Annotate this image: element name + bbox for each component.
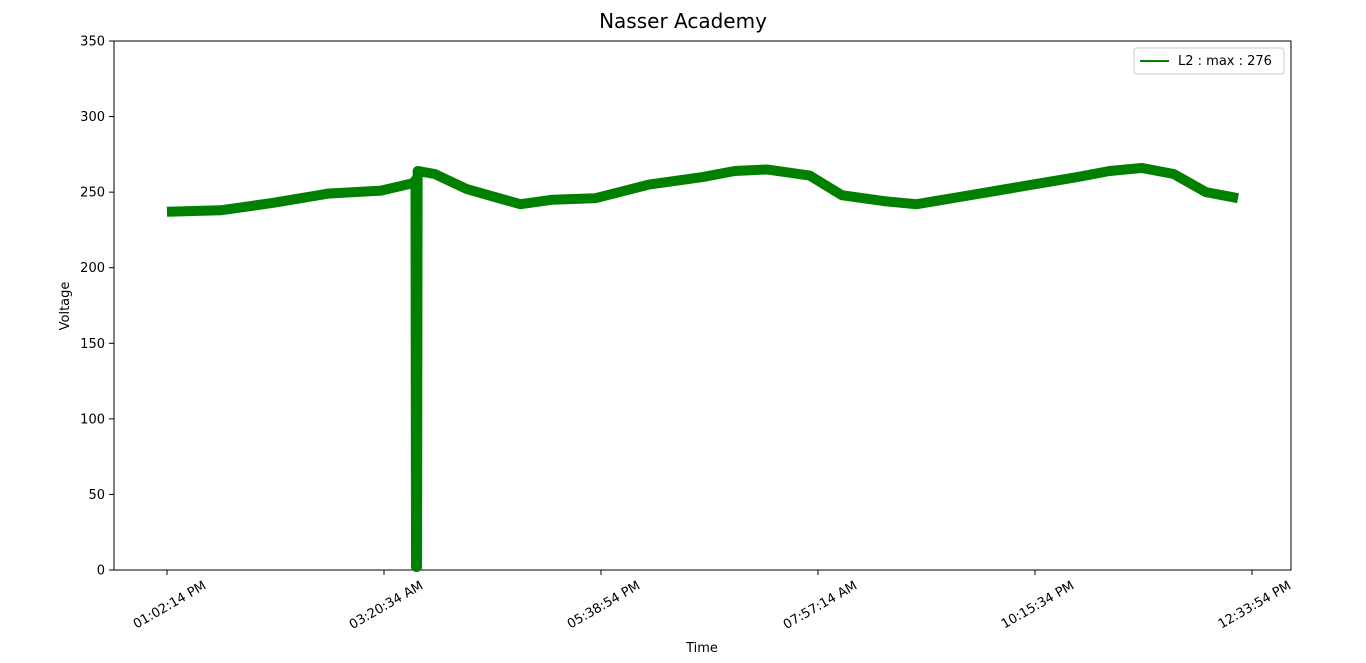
legend: L2 : max : 276 (1133, 47, 1285, 75)
y-tick-label: 350 (80, 35, 105, 50)
y-tick-label: 150 (80, 337, 105, 352)
x-tick-label: 05:38:54 PM (565, 578, 643, 632)
y-tick-label: 300 (80, 110, 105, 125)
y-axis: 0 50 100 150 200 250 300 350 (80, 35, 114, 579)
y-tick-label: 250 (80, 186, 105, 201)
plot-area (113, 40, 1292, 572)
plot-frame (113, 40, 1292, 571)
series-line-0 (166, 166, 1239, 568)
x-tick-label: 03:20:34 AM (347, 578, 426, 632)
x-tick-label: 10:15:34 PM (999, 578, 1077, 632)
y-tick-label: 200 (80, 261, 105, 276)
y-axis-label: Voltage (58, 282, 73, 331)
y-tick-label: 0 (97, 564, 105, 579)
x-tick-label: 12:33:54 PM (1216, 578, 1294, 632)
x-axis-label: Time (685, 641, 718, 656)
x-axis: 01:02:14 PM 03:20:34 AM 05:38:54 PM 07:57:1… (131, 570, 1294, 633)
y-tick-label: 100 (80, 412, 105, 427)
y-tick-label: 50 (88, 488, 105, 503)
x-tick-label: 01:02:14 PM (131, 578, 209, 632)
x-tick-label: 07:57:14 AM (781, 578, 860, 632)
chart-title: Nasser Academy (599, 9, 767, 33)
series-band-0 (166, 162, 1239, 572)
legend-entry-l2: L2 : max : 276 (1178, 54, 1272, 69)
series-layer (166, 162, 1239, 572)
legend-box (1133, 47, 1285, 75)
